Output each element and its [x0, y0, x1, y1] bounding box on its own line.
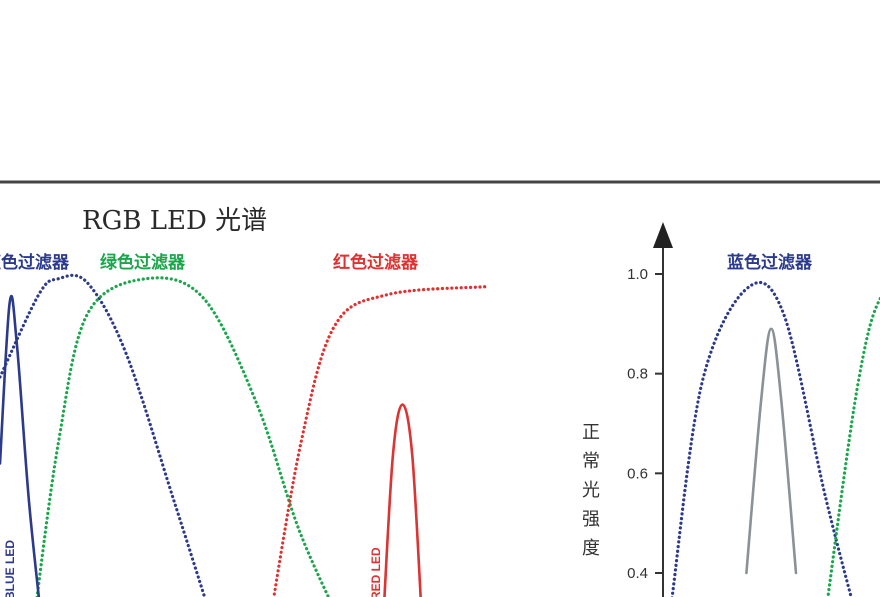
left-filter-curve-2: [272, 285, 487, 597]
right-y-axis-arrow: [653, 222, 673, 248]
right-y-ticks: 0.4 0.6 0.8 1.0: [627, 266, 663, 582]
right-y-axis-label-char-3: 强: [582, 509, 600, 530]
right-y-tick-label-3: 1.0: [627, 266, 648, 283]
right-y-axis-label-char-2: 光: [582, 480, 600, 501]
left-led-curve-1: [383, 403, 422, 597]
right-filter-curves: [670, 280, 880, 597]
right-y-tick-label-1: 0.6: [627, 465, 648, 482]
right-y-axis-label-char-0: 正: [582, 422, 600, 443]
left-red-filter-label: 红色过滤器: [333, 252, 419, 273]
red-led-label: RED LED: [369, 547, 383, 597]
blue-led-label: BLUE LED: [3, 540, 17, 597]
left-green-filter-label: 绿色过滤器: [100, 252, 186, 273]
right-y-axis-label-char-1: 常: [582, 451, 600, 472]
left-led-curve-0: [0, 294, 41, 597]
right-led-curve-0: [745, 327, 798, 575]
left-filter-curves: [0, 273, 487, 597]
right-led-curves: [745, 327, 798, 575]
left-spectrum-chart: RGB LED 光谱 蓝色过滤器 绿色过滤器 红色过滤器 BLUE LED RE…: [0, 206, 487, 597]
left-led-curves: [0, 294, 422, 597]
right-y-tick-label-2: 0.8: [627, 366, 648, 383]
right-y-axis-label-char-4: 度: [582, 538, 600, 559]
left-chart-title: RGB LED 光谱: [82, 206, 267, 236]
left-filter-curve-0: [0, 273, 207, 597]
right-blue-filter-label: 蓝色过滤器: [727, 252, 813, 273]
right-filter-curve-0: [670, 280, 853, 597]
right-filter-curve-1: [826, 295, 880, 597]
left-filter-curve-1: [35, 276, 331, 597]
right-y-tick-label-0: 0.4: [627, 565, 648, 582]
left-blue-filter-label: 蓝色过滤器: [0, 252, 70, 273]
